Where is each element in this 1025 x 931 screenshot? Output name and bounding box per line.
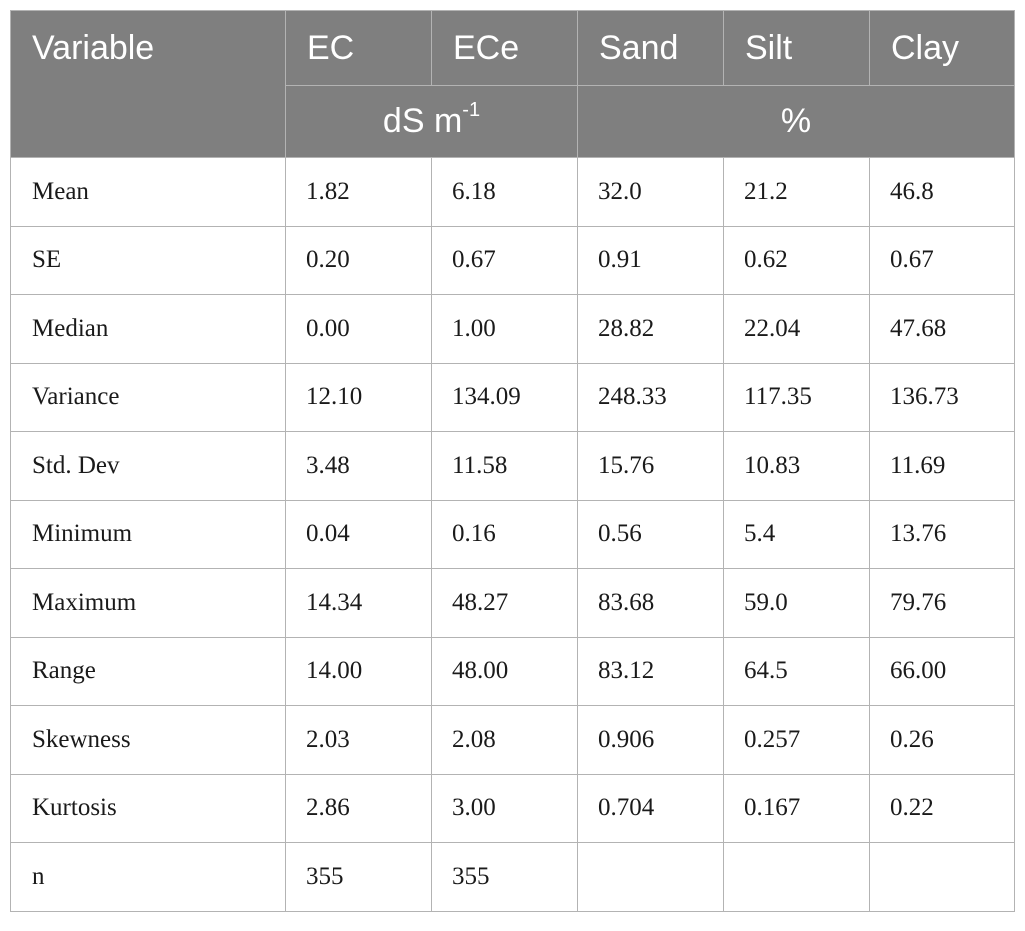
row-label: Maximum bbox=[10, 568, 286, 638]
header-unit-percent: % bbox=[577, 85, 1015, 158]
row-label: Median bbox=[10, 294, 286, 364]
table-cell: 11.69 bbox=[869, 431, 1015, 501]
header-clay: Clay bbox=[869, 10, 1015, 86]
table-cell: 64.5 bbox=[723, 636, 870, 706]
row-label: Minimum bbox=[10, 499, 286, 569]
table-cell: 59.0 bbox=[723, 568, 870, 638]
table-cell: 12.10 bbox=[285, 362, 432, 432]
table-cell: 0.67 bbox=[431, 225, 578, 295]
table-header: Variable EC ECe Sand Silt Clay dS m-1 % bbox=[10, 10, 1015, 158]
table-cell bbox=[723, 842, 870, 912]
table-cell: 3.48 bbox=[285, 431, 432, 501]
table-cell: 21.2 bbox=[723, 157, 870, 227]
table-cell: 1.00 bbox=[431, 294, 578, 364]
table-row: Maximum 14.34 48.27 83.68 59.0 79.76 bbox=[10, 568, 1015, 638]
header-ece: ECe bbox=[431, 10, 578, 86]
table-row: Skewness 2.03 2.08 0.906 0.257 0.26 bbox=[10, 705, 1015, 775]
table-body: Mean 1.82 6.18 32.0 21.2 46.8 SE 0.20 0.67 0.91 0.… bbox=[10, 157, 1015, 912]
table-cell: 13.76 bbox=[869, 499, 1015, 569]
row-label: Variance bbox=[10, 362, 286, 432]
row-label: Range bbox=[10, 636, 286, 706]
header-silt: Silt bbox=[723, 10, 870, 86]
table-cell: 46.8 bbox=[869, 157, 1015, 227]
table-cell: 11.58 bbox=[431, 431, 578, 501]
table-cell: 48.27 bbox=[431, 568, 578, 638]
statistics-table-container: Variable EC ECe Sand Silt Clay dS m-1 % … bbox=[10, 10, 1015, 912]
table-cell: 0.257 bbox=[723, 705, 870, 775]
table-row: Minimum 0.04 0.16 0.56 5.4 13.76 bbox=[10, 499, 1015, 569]
table-cell: 0.906 bbox=[577, 705, 724, 775]
table-cell: 0.167 bbox=[723, 773, 870, 843]
table-row: Kurtosis 2.86 3.00 0.704 0.167 0.22 bbox=[10, 773, 1015, 843]
table-cell: 32.0 bbox=[577, 157, 724, 227]
table-cell bbox=[869, 842, 1015, 912]
table-cell: 117.35 bbox=[723, 362, 870, 432]
table-cell: 0.00 bbox=[285, 294, 432, 364]
table-row: Variance 12.10 134.09 248.33 117.35 136.73 bbox=[10, 362, 1015, 432]
table-cell: 83.68 bbox=[577, 568, 724, 638]
table-row: Std. Dev 3.48 11.58 15.76 10.83 11.69 bbox=[10, 431, 1015, 501]
table-cell: 1.82 bbox=[285, 157, 432, 227]
header-row-units: dS m-1 % bbox=[11, 85, 1015, 158]
header-unit-ds: dS m-1 bbox=[285, 85, 578, 158]
table-cell: 3.00 bbox=[431, 773, 578, 843]
header-ec: EC bbox=[285, 10, 432, 86]
table-cell: 2.86 bbox=[285, 773, 432, 843]
table-cell: 0.26 bbox=[869, 705, 1015, 775]
table-cell: 0.91 bbox=[577, 225, 724, 295]
table-cell: 14.00 bbox=[285, 636, 432, 706]
row-label: n bbox=[10, 842, 286, 912]
table-cell: 0.62 bbox=[723, 225, 870, 295]
table-cell: 66.00 bbox=[869, 636, 1015, 706]
row-label: Kurtosis bbox=[10, 773, 286, 843]
table-cell: 14.34 bbox=[285, 568, 432, 638]
table-cell: 22.04 bbox=[723, 294, 870, 364]
table-cell: 28.82 bbox=[577, 294, 724, 364]
table-row: Median 0.00 1.00 28.82 22.04 47.68 bbox=[10, 294, 1015, 364]
table-cell: 0.704 bbox=[577, 773, 724, 843]
row-label: Mean bbox=[10, 157, 286, 227]
unit-ds-exponent: -1 bbox=[462, 98, 481, 121]
table-cell: 2.08 bbox=[431, 705, 578, 775]
table-cell: 83.12 bbox=[577, 636, 724, 706]
table-cell: 136.73 bbox=[869, 362, 1015, 432]
header-sand: Sand bbox=[577, 10, 724, 86]
table-cell: 15.76 bbox=[577, 431, 724, 501]
table-row: Range 14.00 48.00 83.12 64.5 66.00 bbox=[10, 636, 1015, 706]
header-variable: Variable bbox=[10, 10, 286, 158]
row-label: Std. Dev bbox=[10, 431, 286, 501]
table-cell: 0.16 bbox=[431, 499, 578, 569]
table-cell: 6.18 bbox=[431, 157, 578, 227]
row-label: SE bbox=[10, 225, 286, 295]
table-cell: 0.20 bbox=[285, 225, 432, 295]
table-cell: 0.04 bbox=[285, 499, 432, 569]
table-cell bbox=[577, 842, 724, 912]
table-cell: 2.03 bbox=[285, 705, 432, 775]
table-cell: 0.22 bbox=[869, 773, 1015, 843]
header-row-names: Variable EC ECe Sand Silt Clay bbox=[10, 10, 1015, 158]
table-cell: 355 bbox=[285, 842, 432, 912]
table-row: SE 0.20 0.67 0.91 0.62 0.67 bbox=[10, 225, 1015, 295]
unit-ds-base: dS m bbox=[382, 102, 463, 140]
table-cell: 134.09 bbox=[431, 362, 578, 432]
table-cell: 355 bbox=[431, 842, 578, 912]
table-row: n 355 355 bbox=[10, 842, 1015, 912]
row-label: Skewness bbox=[10, 705, 286, 775]
table-cell: 0.67 bbox=[869, 225, 1015, 295]
table-cell: 248.33 bbox=[577, 362, 724, 432]
table-cell: 0.56 bbox=[577, 499, 724, 569]
table-cell: 5.4 bbox=[723, 499, 870, 569]
table-cell: 48.00 bbox=[431, 636, 578, 706]
table-cell: 47.68 bbox=[869, 294, 1015, 364]
table-row: Mean 1.82 6.18 32.0 21.2 46.8 bbox=[10, 157, 1015, 227]
table-cell: 79.76 bbox=[869, 568, 1015, 638]
descriptive-statistics-table: Variable EC ECe Sand Silt Clay dS m-1 % … bbox=[10, 10, 1015, 912]
table-cell: 10.83 bbox=[723, 431, 870, 501]
